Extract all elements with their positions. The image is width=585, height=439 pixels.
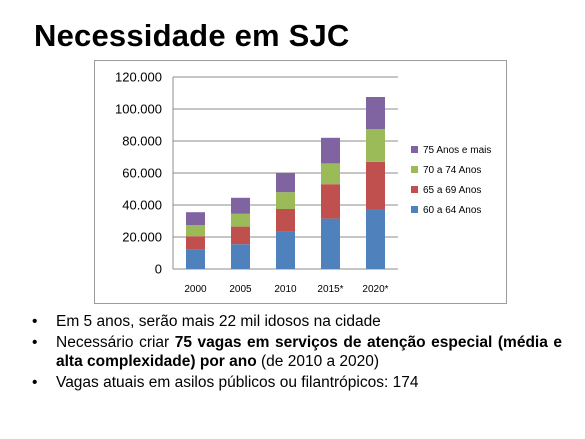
bar-segment [231,226,250,245]
bar-segment [366,97,385,129]
y-tick-label: 100.000 [115,102,162,117]
bar-segment [231,213,250,227]
bar-segment [186,212,205,225]
legend-label: 65 a 69 Anos [423,185,481,196]
x-tick-label: 2015* [317,284,343,295]
bar-segment [321,137,340,164]
bullet-text: Necessário criar [56,334,175,351]
bar-segment [276,192,295,209]
stacked-bar-chart: 0 20.000 40.000 60.000 80.000 100.000 120.000 2… [115,70,491,296]
bar-segment [276,209,295,232]
bullet-text: (de 2010 a 2020) [256,353,380,370]
bullet-text: Vagas atuais em asilos públicos ou filan… [56,374,419,391]
bar-segment [186,236,205,250]
bar-segment [231,197,250,214]
y-tick-label: 40.000 [122,198,162,213]
x-tick-label: 2005 [229,284,252,295]
y-tick-label: 120.000 [115,70,162,85]
bar-segment [186,225,205,237]
y-tick-label: 0 [155,262,162,277]
legend-swatch [411,206,418,213]
bar-segment [231,244,250,269]
legend-label: 60 a 64 Anos [423,205,481,216]
x-tick-label: 2020* [362,284,388,295]
x-tick-label: 2010 [274,284,297,295]
bar-segment [366,129,385,162]
legend-label: 75 Anos e mais [423,145,491,156]
bar-segment [186,249,205,269]
bullet-text: Em 5 anos, serão mais 22 mil idosos na c… [56,313,381,330]
bar-segment [276,231,295,269]
legend-label: 70 a 74 Anos [423,165,481,176]
bar-segment [366,161,385,209]
bar-segment [276,173,295,193]
bar-segment [321,184,340,219]
bullet-item: Necessário criar 75 vagas em serviços de… [30,333,562,371]
bullet-item: Vagas atuais em asilos públicos ou filan… [30,373,562,392]
bar-segment [321,163,340,185]
legend-swatch [411,186,418,193]
y-tick-label: 20.000 [122,230,162,245]
x-tick-label: 2000 [184,284,207,295]
y-tick-label: 60.000 [122,166,162,181]
y-tick-label: 80.000 [122,134,162,149]
page-title: Necessidade em SJC [34,18,350,53]
legend-swatch [411,146,418,153]
bullet-list: Em 5 anos, serão mais 22 mil idosos na c… [30,312,562,394]
bullet-item: Em 5 anos, serão mais 22 mil idosos na c… [30,312,562,331]
bullet-text-bold: 75 vagas em serviços de atenção especial… [56,334,562,370]
bar-segment [366,209,385,269]
legend-swatch [411,166,418,173]
bar-segment [321,218,340,269]
chart-frame: 0 20.000 40.000 60.000 80.000 100.000 120.000 2… [94,60,507,304]
